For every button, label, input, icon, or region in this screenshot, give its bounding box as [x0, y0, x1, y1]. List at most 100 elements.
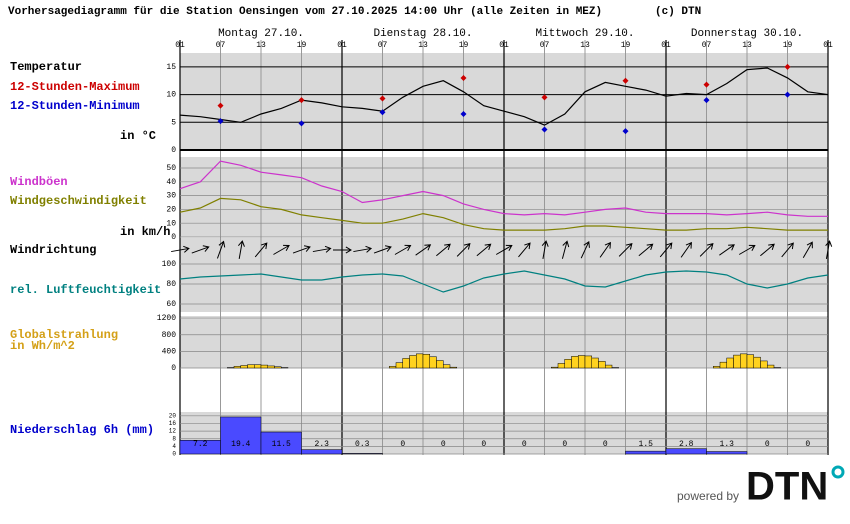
hour-label: 19	[783, 41, 793, 50]
wind-arrow	[191, 245, 210, 254]
data-label: 0	[805, 440, 810, 449]
y-tick-label: 0	[172, 451, 176, 458]
wind-arrow	[719, 244, 735, 256]
hour-label: 13	[742, 41, 752, 50]
wind-arrow	[216, 240, 226, 259]
wind-arrow	[760, 243, 775, 257]
y-tick-label: 50	[166, 164, 176, 173]
bar	[247, 364, 255, 369]
marker	[460, 110, 467, 117]
y-tick-label: 0	[171, 233, 176, 242]
bar	[598, 361, 606, 369]
marker	[703, 81, 710, 88]
bar	[584, 355, 592, 369]
hour-label: 01	[823, 41, 833, 50]
label: Windrichtung	[10, 243, 96, 257]
powered-by: powered by	[677, 489, 739, 503]
wind-arrow	[353, 245, 373, 253]
bar	[578, 355, 586, 369]
bar	[733, 354, 741, 369]
data-label: 19.4	[231, 440, 250, 449]
y-tick-label: 100	[162, 260, 177, 269]
wind-arrow	[541, 240, 549, 259]
label: Niederschlag 6h (mm)	[10, 423, 154, 437]
unit: in km/h	[120, 225, 170, 239]
data-label: 0	[765, 440, 770, 449]
wind-arrow	[171, 245, 190, 253]
wind-arrow	[580, 240, 590, 259]
wind-arrow	[802, 241, 813, 259]
y-tick-label: 4	[172, 443, 176, 450]
marker	[622, 77, 629, 84]
bar	[706, 451, 748, 455]
y-tick-label: 15	[166, 63, 176, 72]
marker	[784, 63, 791, 70]
hour-label: 07	[702, 41, 712, 50]
data-label: 0	[522, 440, 527, 449]
bar	[713, 366, 721, 369]
y-tick-label: 80	[166, 280, 176, 289]
wind-arrow	[456, 242, 471, 257]
y-tick-label: 0	[171, 364, 176, 373]
bar	[740, 353, 748, 369]
bar	[395, 362, 403, 369]
data-label: 0	[441, 440, 446, 449]
y-tick-label: 800	[162, 331, 177, 340]
data-label: 0	[481, 440, 486, 449]
y-tick-label: 30	[166, 192, 176, 201]
bar	[402, 358, 410, 369]
bar	[301, 449, 343, 455]
y-tick-label: 5	[171, 118, 176, 127]
y-tick-label: 400	[162, 347, 177, 356]
y-tick-label: 40	[166, 178, 176, 187]
bar	[767, 364, 775, 369]
bar	[254, 364, 262, 369]
bar	[564, 359, 572, 369]
hour-label: 19	[459, 41, 469, 50]
bar	[449, 366, 457, 369]
wind-arrow	[312, 245, 332, 253]
y-tick-label: 10	[166, 219, 176, 228]
bar	[557, 363, 565, 369]
day-label: Mittwoch 29.10.	[535, 28, 634, 40]
wind-arrow	[659, 242, 673, 258]
data-label: 0	[562, 440, 567, 449]
wind-arrow	[495, 244, 513, 255]
bar	[760, 360, 768, 369]
y-tick-label: 8	[172, 435, 176, 442]
data-label: 1.5	[639, 440, 654, 449]
hour-label: 13	[256, 41, 266, 50]
wind-arrow	[618, 242, 633, 257]
y-tick-label: 16	[169, 420, 177, 427]
label: Windgeschwindigkeit	[10, 194, 147, 208]
hour-label: 07	[378, 41, 388, 50]
wind-arrow	[415, 244, 432, 256]
data-label: 0.3	[355, 440, 370, 449]
wind-arrow	[237, 240, 245, 259]
marker	[217, 102, 224, 109]
hour-label: 07	[540, 41, 550, 50]
label: Temperatur	[10, 60, 82, 74]
bar	[625, 450, 667, 455]
marker	[622, 128, 629, 135]
line	[179, 197, 828, 231]
hour-label: 19	[621, 41, 631, 50]
y-tick-label: 20	[169, 412, 177, 419]
wind-arrow	[638, 243, 654, 257]
logo-dot	[831, 465, 845, 479]
data-label: 0	[400, 440, 405, 449]
hour-label: 01	[175, 41, 185, 50]
bar	[429, 356, 437, 369]
bar	[591, 357, 599, 369]
y-tick-label: 12	[169, 428, 177, 435]
marker	[541, 126, 548, 133]
data-label: 7.2	[193, 440, 208, 449]
bar	[240, 365, 248, 369]
hour-label: 01	[337, 41, 347, 50]
bar	[605, 364, 613, 369]
hour-label: 01	[499, 41, 509, 50]
bar	[274, 366, 282, 369]
line	[179, 67, 829, 126]
label: 12-Stunden-Maximum	[10, 80, 140, 94]
